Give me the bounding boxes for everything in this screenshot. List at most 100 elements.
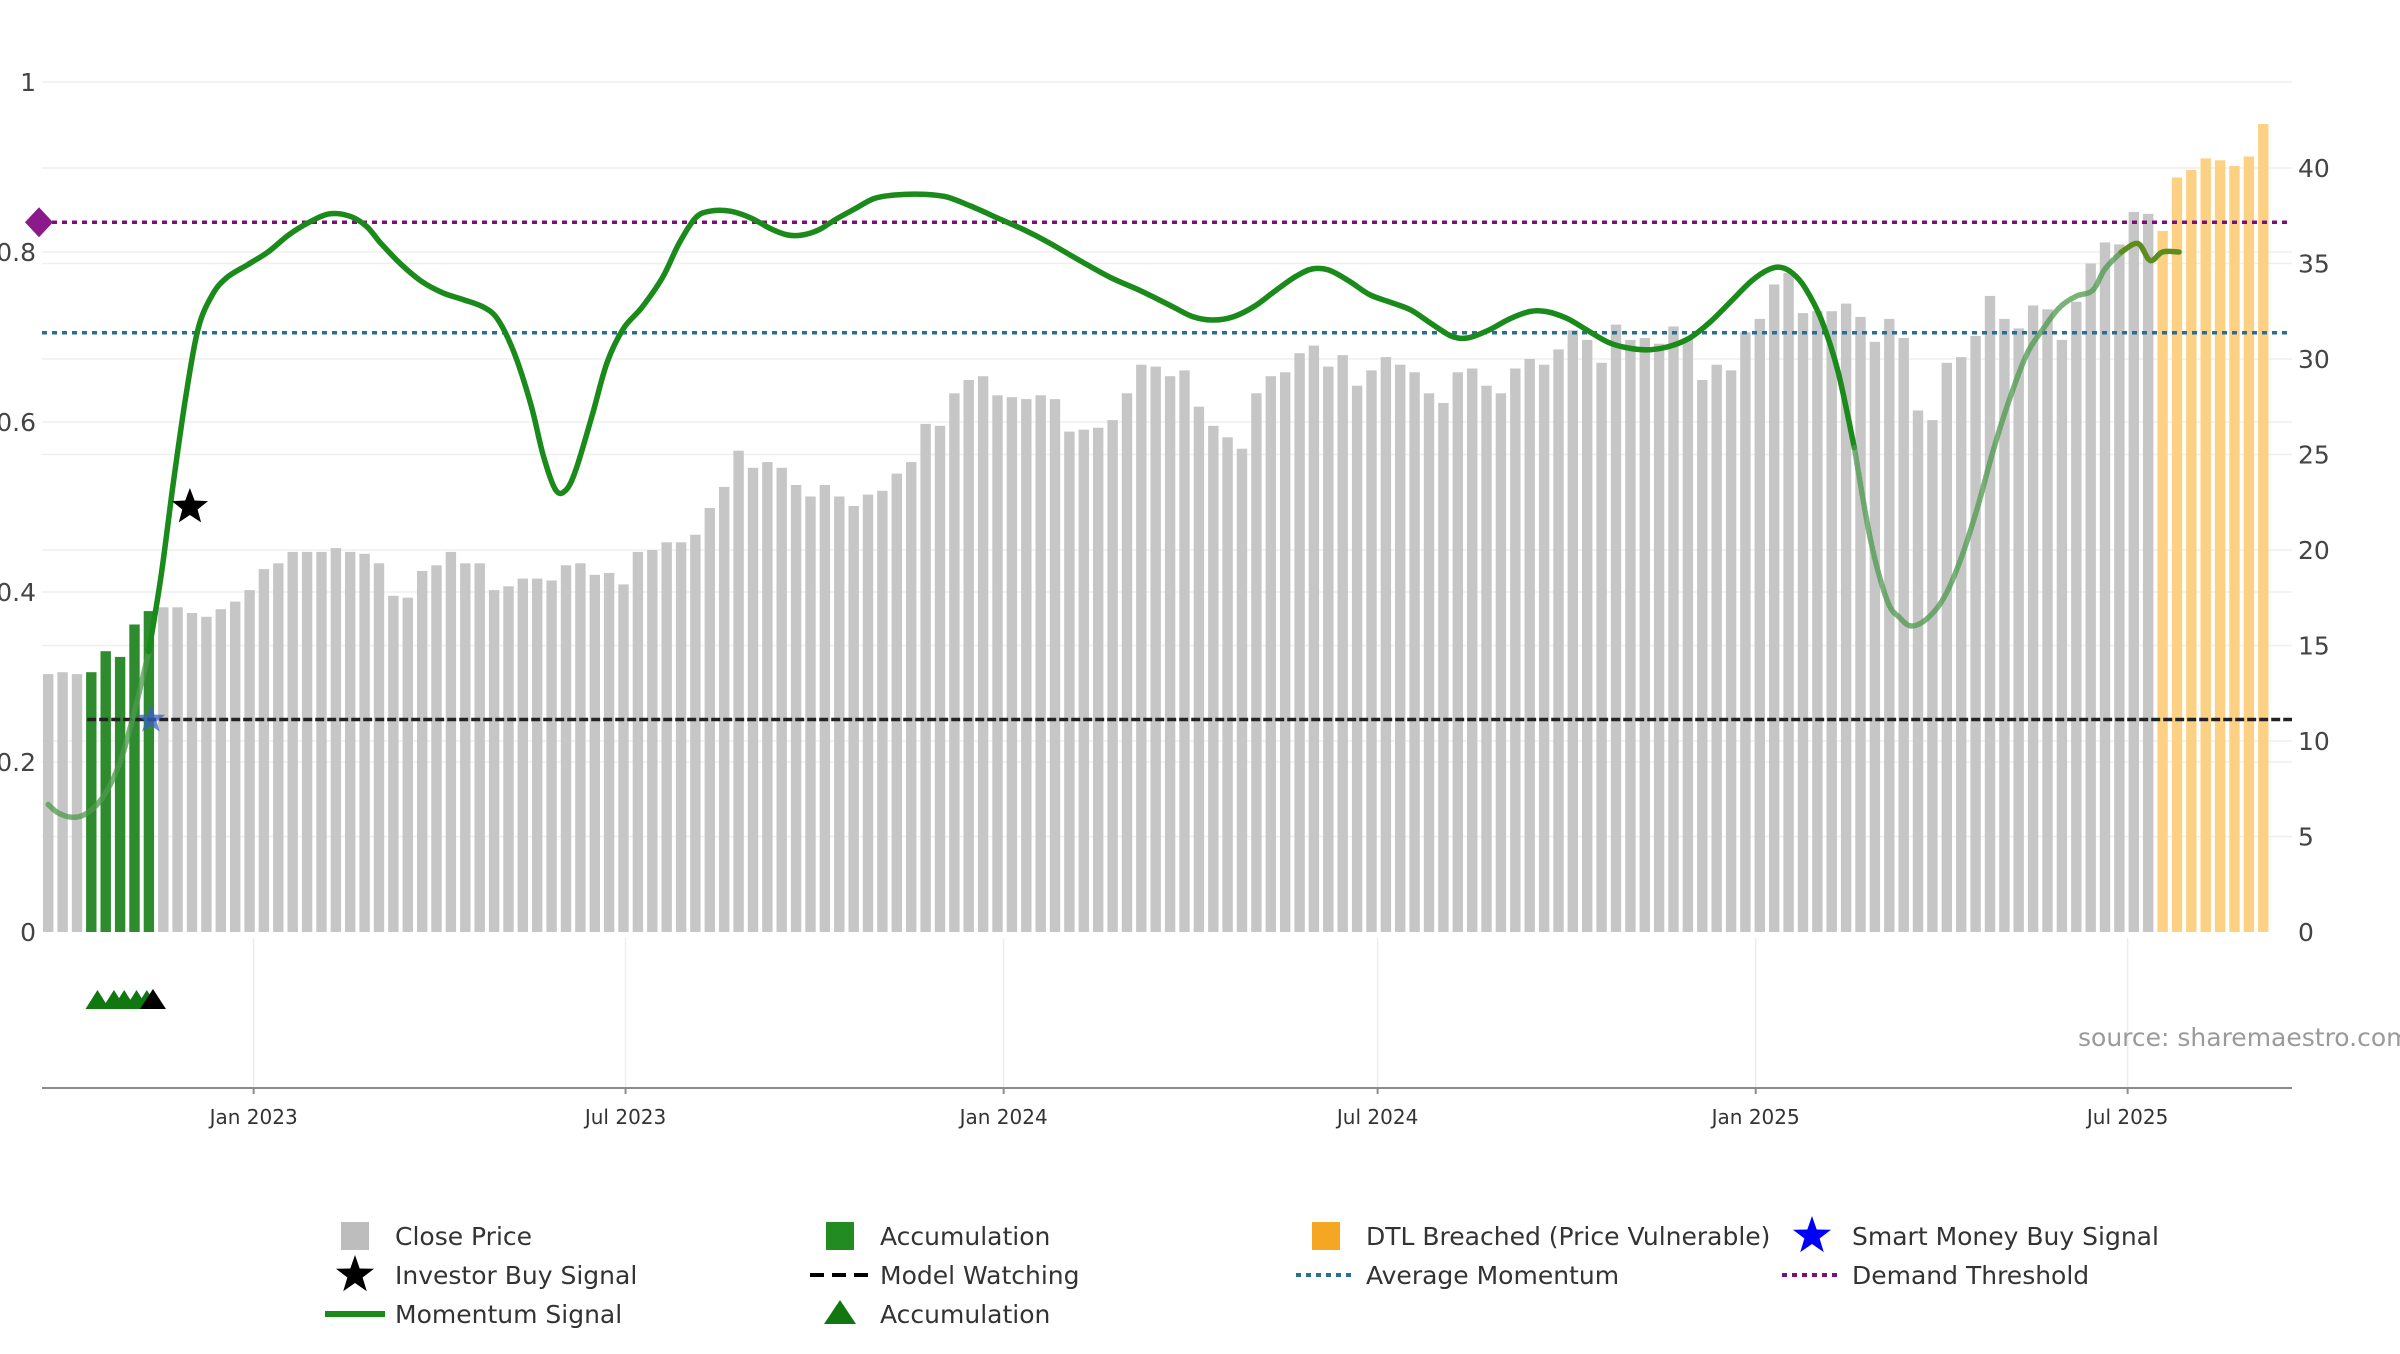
close-price-bar [632, 551, 644, 932]
close-price-bar [532, 578, 543, 932]
close-price-bar [431, 565, 442, 932]
close-price-bar [848, 506, 859, 932]
close-price-bar [1280, 372, 1291, 932]
close-price-bar [934, 425, 946, 932]
close-price-bar [1006, 397, 1018, 932]
close-price-bar [388, 595, 399, 932]
momentum-signal-line [1851, 249, 2125, 629]
legend-item: Accumulation [824, 1300, 1050, 1329]
close-price-bar [977, 376, 989, 932]
close-price-bar [560, 565, 572, 932]
close-price-bar [1423, 393, 1435, 932]
smart-money-buy-signal-marker [136, 704, 166, 732]
dtl-breached-bar [2171, 177, 2183, 932]
close-price-bar [1064, 431, 1075, 932]
legend-item: Demand Threshold [1782, 1261, 2089, 1290]
close-price-bar [992, 395, 1003, 932]
close-price-bar [359, 553, 370, 932]
close-price-bar [776, 467, 787, 932]
legend-label: DTL Breached (Price Vulnerable) [1366, 1222, 1770, 1251]
right-axis-tick-label: 10 [2298, 727, 2330, 756]
dtl-breached-bar [2186, 169, 2197, 932]
right-axis-tick-label: 20 [2298, 536, 2330, 565]
close-price-bar [1395, 364, 1406, 932]
close-price-bar [417, 571, 428, 932]
legend-item: Model Watching [810, 1261, 1080, 1290]
close-price-bar [1783, 273, 1794, 932]
close-price-bar [762, 462, 773, 932]
close-price-bar [1524, 359, 1535, 932]
close-price-bar [862, 494, 874, 932]
close-price-bar [790, 485, 802, 932]
close-price-bar [733, 450, 744, 932]
close-price-bar [2071, 301, 2082, 932]
close-price-bar [1754, 318, 1765, 932]
close-price-bar [158, 607, 169, 932]
close-price-bar [186, 613, 198, 932]
legend-label: Model Watching [880, 1261, 1080, 1290]
close-price-bar [474, 563, 485, 932]
close-price-bar [647, 550, 658, 932]
right-axis-tick-label: 40 [2298, 154, 2330, 183]
left-axis-tick-label: 1 [20, 68, 36, 97]
investor-buy-signal-marker [171, 488, 208, 523]
legend-swatch-square [826, 1222, 854, 1250]
x-axis-tick-label: Jan 2023 [208, 1105, 298, 1129]
close-price-bar [1869, 341, 1881, 932]
close-price-bar [2027, 305, 2039, 932]
close-price-bar [1294, 353, 1305, 932]
demand-threshold-marker [25, 207, 53, 238]
legend-item: Close Price [341, 1222, 532, 1251]
close-price-bar [1049, 399, 1061, 933]
close-price-bar [71, 674, 83, 932]
close-price-bar [330, 548, 342, 932]
legend-label: Demand Threshold [1852, 1261, 2089, 1290]
legend-swatch-star [336, 1255, 374, 1292]
close-price-bar [1567, 330, 1578, 932]
close-price-bar [1136, 364, 1147, 932]
close-price-bar [1812, 311, 1823, 932]
dtl-breached-bar [2258, 124, 2269, 932]
close-price-bar [2056, 339, 2068, 932]
close-price-bar [1898, 338, 1909, 932]
legend-item: Smart Money Buy Signal [1793, 1216, 2159, 1253]
close-price-bar [1208, 425, 1219, 932]
x-axis-tick-label: Jan 2024 [958, 1105, 1048, 1129]
legend-swatch-triangle [824, 1300, 856, 1324]
close-price-bar [2114, 244, 2125, 932]
close-price-bar [1467, 368, 1478, 932]
close-price-bar [1582, 339, 1593, 932]
close-price-bar [1941, 362, 1952, 932]
close-price-bar [273, 563, 284, 932]
close-price-bar [1639, 338, 1650, 932]
accumulation-bar [143, 611, 155, 932]
legend-swatch-square [341, 1222, 369, 1250]
close-price-bar [1179, 370, 1190, 932]
dtl-breached-bar [2229, 166, 2240, 932]
close-price-bar [244, 590, 255, 932]
close-price-bar [488, 590, 500, 932]
close-price-bar [2099, 242, 2111, 932]
dtl-breached-bar [2243, 156, 2255, 932]
close-price-bar [57, 672, 68, 932]
close-price-bar [546, 580, 557, 932]
x-axis-tick-label: Jul 2024 [1335, 1105, 1418, 1129]
close-price-bar [1740, 332, 1751, 932]
accumulation-bar [129, 624, 140, 932]
close-price-bar [834, 496, 845, 932]
close-price-bar [603, 572, 615, 932]
close-price-bar [906, 462, 917, 932]
close-price-bar [719, 486, 730, 932]
close-price-bar [589, 574, 600, 932]
close-price-bar [575, 563, 586, 932]
left-axis-tick-label: 0 [20, 918, 36, 947]
momentum-signal-line [146, 191, 1858, 655]
close-price-bar [1078, 429, 1089, 932]
right-axis-tick-label: 15 [2298, 631, 2330, 660]
close-price-bar [460, 563, 471, 932]
x-axis-tick-label: Jan 2025 [1710, 1105, 1800, 1129]
close-price-bar [1366, 370, 1377, 932]
close-price-bar [1452, 372, 1463, 932]
right-axis-tick-label: 0 [2298, 918, 2314, 947]
